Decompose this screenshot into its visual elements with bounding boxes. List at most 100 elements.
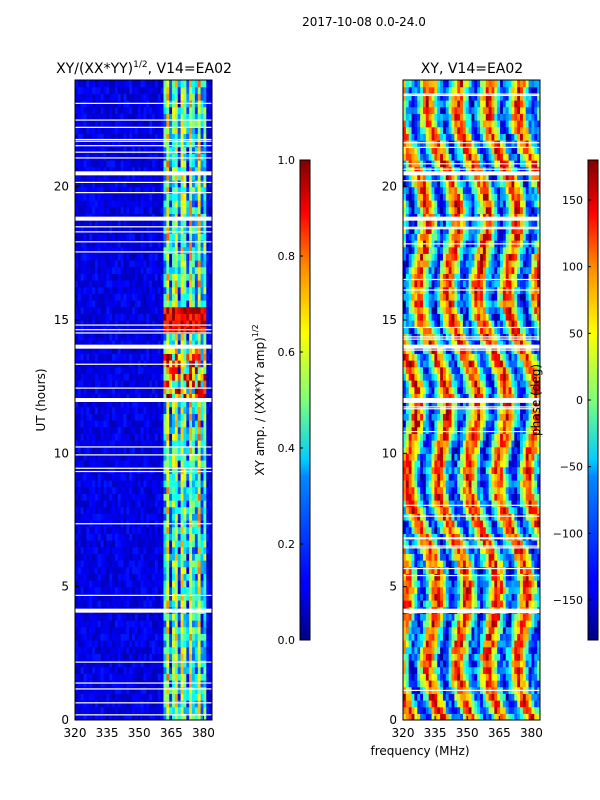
heatmap-cell — [114, 506, 119, 514]
heatmap-cell — [180, 346, 185, 354]
heatmap-cell — [209, 80, 212, 88]
heatmap-cell — [123, 713, 127, 720]
heatmap-cell — [163, 313, 167, 321]
heatmap-cell — [117, 280, 122, 288]
heatmap-cell — [123, 600, 127, 608]
heatmap-cell — [172, 540, 176, 548]
heatmap-cell — [86, 346, 90, 354]
heatmap-cell — [206, 460, 210, 468]
heatmap-cell — [140, 586, 145, 594]
heatmap-cell — [186, 593, 190, 601]
heatmap-cell — [140, 286, 145, 294]
heatmap-cell — [75, 526, 79, 534]
heatmap-cell — [163, 273, 167, 281]
heatmap-cell — [114, 193, 119, 201]
heatmap-cell — [163, 406, 167, 414]
heatmap-cell — [132, 633, 136, 641]
heatmap-cell — [206, 286, 210, 294]
heatmap-cell — [114, 120, 119, 128]
heatmap-cell — [152, 153, 156, 161]
heatmap-cell — [206, 540, 210, 548]
heatmap-cell — [92, 166, 96, 174]
heatmap-cell — [117, 626, 122, 634]
heatmap-cell — [149, 280, 153, 288]
heatmap-cell — [126, 600, 130, 608]
heatmap-cell — [100, 460, 105, 468]
heatmap-cell — [172, 693, 176, 701]
heatmap-cell — [100, 553, 105, 561]
heatmap-cell — [166, 186, 170, 194]
heatmap-cell — [83, 486, 88, 494]
heatmap-cell — [146, 473, 150, 481]
heatmap-cell — [186, 413, 190, 421]
heatmap-cell — [194, 273, 199, 281]
heatmap-cell — [163, 386, 167, 394]
heatmap-cell — [143, 713, 147, 720]
heatmap-cell — [120, 706, 125, 714]
heatmap-cell — [86, 233, 90, 241]
heatmap-cell — [143, 653, 147, 661]
heatmap-cell — [77, 133, 82, 141]
heatmap-cell — [126, 700, 130, 708]
heatmap-cell — [157, 446, 162, 454]
heatmap-cell — [126, 413, 130, 421]
heatmap-cell — [534, 706, 538, 714]
heatmap-cell — [109, 306, 113, 314]
heatmap-cell — [106, 626, 110, 634]
heatmap-cell — [114, 406, 119, 414]
heatmap-cell — [169, 453, 173, 461]
heatmap-cell — [422, 713, 427, 720]
heatmap-cell — [163, 146, 167, 154]
colorbar-amplitude: 0.00.20.40.60.81.0 XY amp. / (XX*YY amp)… — [251, 154, 311, 647]
heatmap-cell — [206, 260, 210, 268]
heatmap-cell — [186, 533, 190, 541]
heatmap-cell — [180, 526, 185, 534]
heatmap-cell — [192, 273, 196, 281]
heatmap-cell — [448, 713, 453, 720]
heatmap-cell — [163, 486, 167, 494]
heatmap-cell — [80, 106, 85, 114]
heatmap-cell — [132, 573, 136, 581]
heatmap-cell — [126, 426, 130, 434]
heatmap-cell — [197, 173, 202, 181]
heatmap-cell — [97, 346, 102, 354]
heatmap-cell — [114, 400, 119, 408]
heatmap-cell — [120, 486, 125, 494]
heatmap-cell — [180, 406, 185, 414]
heatmap-cell — [132, 260, 136, 268]
heatmap-cell — [129, 466, 133, 474]
heatmap-cell — [143, 673, 147, 681]
heatmap-cell — [408, 706, 413, 714]
heatmap-cell — [154, 426, 159, 434]
heatmap-cell — [166, 393, 170, 401]
heatmap-cell — [143, 540, 147, 548]
heatmap-cell — [186, 713, 190, 720]
heatmap-cell — [123, 140, 127, 148]
heatmap-cell — [192, 233, 196, 241]
heatmap-cell — [106, 333, 110, 341]
heatmap-cell — [137, 80, 142, 88]
heatmap-cell — [172, 246, 176, 254]
heatmap-cell — [200, 313, 205, 321]
heatmap-cell — [117, 266, 122, 274]
heatmap-cell — [200, 86, 205, 94]
heatmap-cell — [77, 93, 82, 101]
heatmap-cell — [129, 420, 133, 428]
heatmap-cell — [189, 433, 193, 441]
heatmap-cell — [180, 673, 185, 681]
heatmap-cell — [203, 560, 207, 568]
heatmap-cell — [132, 386, 136, 394]
heatmap-cell — [203, 133, 207, 141]
heatmap-cell — [166, 133, 170, 141]
heatmap-cell — [440, 713, 444, 720]
heatmap-cell — [83, 586, 88, 594]
heatmap-cell — [112, 526, 116, 534]
heatmap-cell — [132, 353, 136, 361]
heatmap-cell — [172, 366, 176, 374]
heatmap-cell — [152, 333, 156, 341]
heatmap-cell — [137, 93, 142, 101]
heatmap-cell — [126, 460, 130, 468]
heatmap-cell — [97, 593, 102, 601]
heatmap-cell — [154, 580, 159, 588]
heatmap-cell — [166, 460, 170, 468]
